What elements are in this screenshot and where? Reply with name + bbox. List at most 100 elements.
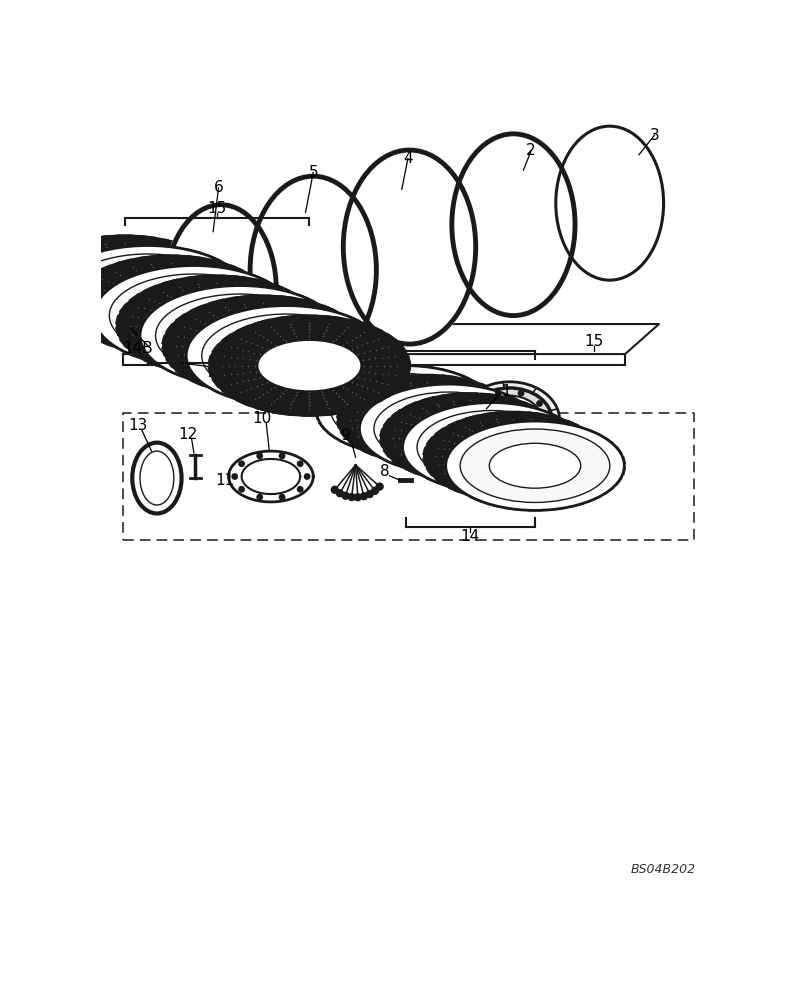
Circle shape [518, 445, 524, 450]
Polygon shape [254, 305, 274, 312]
Polygon shape [209, 384, 229, 392]
Polygon shape [552, 429, 561, 438]
Polygon shape [322, 315, 341, 322]
Polygon shape [73, 284, 88, 294]
Ellipse shape [163, 296, 363, 396]
Polygon shape [456, 485, 472, 494]
Ellipse shape [403, 403, 581, 492]
Polygon shape [436, 444, 455, 452]
Polygon shape [454, 438, 471, 447]
Polygon shape [301, 304, 314, 314]
Circle shape [257, 453, 263, 459]
Circle shape [537, 434, 542, 440]
Polygon shape [202, 327, 221, 336]
Polygon shape [205, 259, 225, 267]
Polygon shape [73, 317, 88, 327]
Ellipse shape [460, 429, 610, 502]
Polygon shape [503, 486, 521, 492]
Polygon shape [396, 451, 415, 456]
Polygon shape [501, 472, 519, 480]
Polygon shape [533, 457, 549, 467]
Polygon shape [166, 324, 180, 334]
Polygon shape [401, 366, 411, 376]
Circle shape [239, 487, 244, 492]
Polygon shape [208, 355, 218, 365]
Polygon shape [298, 384, 318, 392]
Polygon shape [183, 255, 203, 262]
Polygon shape [212, 377, 226, 387]
Polygon shape [70, 239, 91, 247]
Polygon shape [583, 429, 600, 438]
Polygon shape [377, 449, 395, 455]
Polygon shape [481, 393, 499, 400]
Polygon shape [185, 356, 195, 366]
Polygon shape [285, 316, 295, 326]
Polygon shape [185, 275, 205, 282]
Polygon shape [207, 372, 228, 376]
Polygon shape [341, 315, 360, 325]
Polygon shape [139, 349, 158, 356]
Polygon shape [459, 467, 478, 474]
Polygon shape [561, 420, 579, 429]
Ellipse shape [209, 316, 409, 416]
Polygon shape [255, 404, 275, 412]
Polygon shape [208, 285, 228, 292]
Polygon shape [285, 305, 295, 315]
Text: 11: 11 [215, 473, 234, 488]
Polygon shape [427, 411, 444, 420]
Polygon shape [271, 285, 291, 295]
Ellipse shape [468, 434, 559, 479]
Polygon shape [497, 392, 514, 401]
Polygon shape [311, 357, 328, 368]
Polygon shape [392, 409, 408, 419]
Polygon shape [438, 375, 456, 381]
Polygon shape [120, 275, 140, 285]
Polygon shape [119, 304, 134, 314]
Polygon shape [219, 263, 236, 274]
Polygon shape [443, 405, 462, 413]
Polygon shape [181, 334, 202, 342]
Polygon shape [202, 255, 221, 265]
Polygon shape [422, 396, 440, 404]
Polygon shape [344, 404, 364, 412]
Polygon shape [74, 255, 94, 265]
Polygon shape [208, 379, 228, 386]
Polygon shape [347, 324, 361, 334]
Polygon shape [377, 365, 395, 372]
Polygon shape [162, 335, 172, 345]
Circle shape [257, 494, 263, 500]
Polygon shape [196, 307, 213, 318]
Polygon shape [142, 314, 157, 324]
Polygon shape [158, 239, 179, 247]
Polygon shape [378, 345, 388, 355]
Ellipse shape [63, 254, 232, 337]
Polygon shape [119, 337, 134, 347]
Polygon shape [275, 389, 295, 396]
Polygon shape [288, 347, 305, 358]
Polygon shape [228, 354, 248, 362]
Ellipse shape [417, 411, 567, 484]
Circle shape [544, 418, 549, 423]
Polygon shape [239, 296, 249, 306]
Polygon shape [587, 437, 601, 446]
Polygon shape [357, 377, 374, 388]
Text: 15: 15 [585, 334, 604, 349]
Polygon shape [355, 335, 365, 345]
Polygon shape [232, 274, 245, 284]
Polygon shape [198, 323, 216, 334]
Polygon shape [115, 315, 126, 325]
Polygon shape [331, 336, 341, 346]
Polygon shape [209, 297, 222, 307]
Polygon shape [479, 463, 498, 471]
Text: 4: 4 [403, 151, 413, 166]
Polygon shape [253, 392, 274, 396]
Polygon shape [364, 325, 383, 335]
Ellipse shape [155, 294, 325, 377]
Circle shape [298, 487, 302, 492]
Text: 13: 13 [128, 418, 147, 433]
Polygon shape [552, 438, 561, 447]
Polygon shape [442, 476, 459, 483]
Polygon shape [544, 419, 558, 428]
Polygon shape [540, 411, 557, 420]
Polygon shape [337, 420, 346, 429]
